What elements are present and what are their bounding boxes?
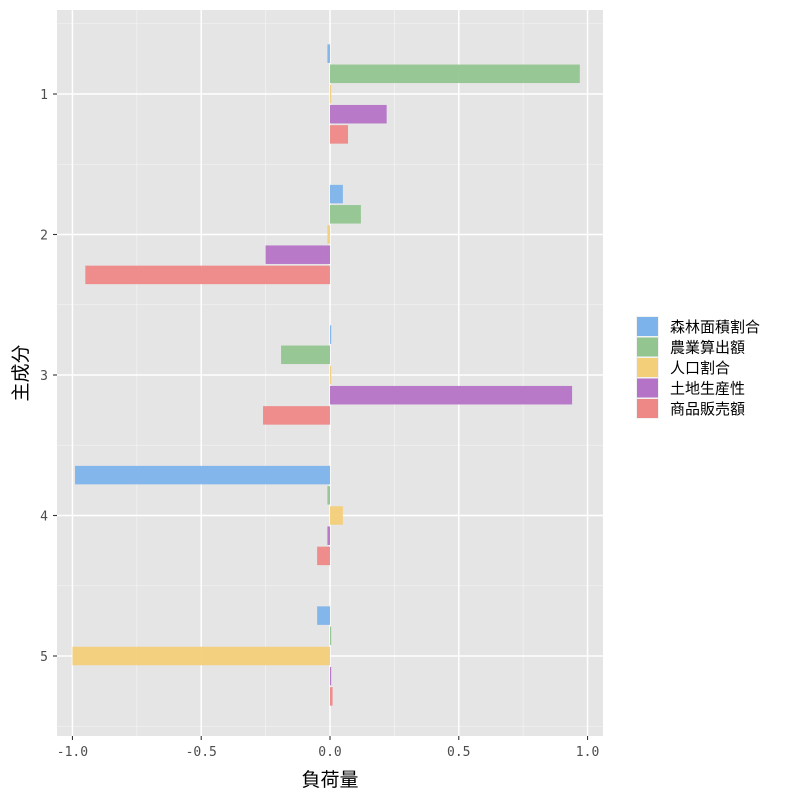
legend-swatch (637, 358, 658, 377)
bar-1-1 (327, 44, 330, 63)
x-tick-label: -1.0 (57, 745, 88, 760)
bar-2-4 (265, 245, 330, 264)
bar-5-4 (330, 666, 332, 686)
bar-1-2 (330, 64, 580, 84)
legend-swatch (637, 378, 658, 398)
y-tick-label: 5 (40, 650, 48, 665)
legend-label: 土地生産性 (670, 380, 745, 398)
bar-1-5 (330, 125, 349, 144)
legend-swatch (637, 317, 658, 336)
y-tick-label: 3 (40, 369, 48, 384)
bar-2-1 (330, 184, 343, 204)
bars (72, 44, 580, 706)
bar-1-3 (330, 84, 332, 104)
bar-2-2 (330, 205, 361, 224)
bar-3-4 (330, 385, 573, 405)
bar-3-1 (330, 325, 332, 344)
legend-label: 農業算出額 (670, 339, 745, 357)
bar-3-5 (263, 406, 330, 425)
bar-4-3 (330, 506, 343, 525)
bar-4-2 (327, 486, 330, 505)
x-axis-title: 負荷量 (301, 769, 358, 791)
x-axis: -1.0 -0.5 0.0 0.5 1.0 (57, 736, 599, 760)
bar-1-4 (330, 104, 387, 124)
bar-3-3 (330, 365, 332, 385)
bar-5-1 (317, 606, 330, 625)
x-tick-label: 1.0 (576, 745, 599, 760)
bar-5-3 (72, 646, 331, 666)
x-tick-label: -0.5 (186, 745, 217, 760)
bar-2-5 (85, 265, 330, 285)
bar-4-1 (75, 465, 330, 485)
y-axis: 1 2 3 4 5 (40, 88, 57, 665)
legend-swatch (637, 399, 658, 418)
y-axis-title: 主成分 (10, 344, 32, 401)
bar-4-4 (327, 526, 330, 545)
y-tick-label: 1 (40, 88, 48, 103)
x-tick-label: 0.5 (447, 745, 470, 760)
legend-label: 人口割合 (670, 359, 730, 377)
y-tick-label: 2 (40, 229, 48, 244)
bar-5-2 (330, 626, 332, 646)
legend-label: 商品販売額 (670, 400, 745, 418)
legend-label: 森林面積割合 (670, 318, 760, 336)
x-tick-label: 0.0 (318, 745, 341, 760)
legend-swatch (637, 337, 658, 357)
y-tick-label: 4 (40, 510, 48, 525)
bar-2-3 (327, 225, 330, 244)
bar-5-5 (330, 687, 333, 706)
bar-4-5 (317, 546, 330, 566)
bar-3-2 (281, 345, 330, 365)
